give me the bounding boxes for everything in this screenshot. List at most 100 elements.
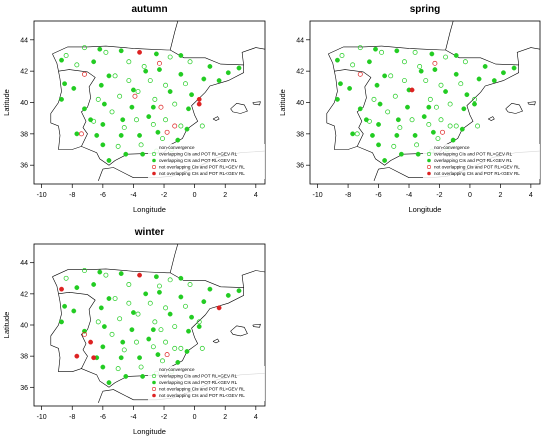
point-overlap_lt xyxy=(472,101,477,107)
point-overlap_gt xyxy=(138,142,144,148)
legend-marker xyxy=(152,373,157,378)
point-overlap_gt xyxy=(388,73,394,79)
point-overlap_lt xyxy=(100,364,106,370)
panel-title: spring xyxy=(410,4,441,15)
point-overlap_gt xyxy=(103,272,109,278)
point-overlap_lt xyxy=(394,48,400,54)
coastline-mallorca xyxy=(505,102,523,114)
point-overlap_lt xyxy=(367,59,372,65)
point-overlap_lt xyxy=(482,64,488,69)
point-overlap_lt xyxy=(175,359,181,365)
data-points xyxy=(59,45,242,163)
point-overlap_gt xyxy=(423,78,429,84)
point-overlap_lt xyxy=(398,151,404,157)
point-overlap_gt xyxy=(95,319,101,325)
x-tick-label: 4 xyxy=(254,414,258,421)
legend-label: not overlapping CIs and POT RL<GEV RL xyxy=(159,171,245,176)
point-overlap_gt xyxy=(150,121,156,127)
point-overlap_lt xyxy=(175,137,181,143)
point-overlap_lt xyxy=(131,310,136,315)
point-overlap_gt xyxy=(183,81,188,87)
point-overlap_lt xyxy=(146,336,152,342)
point-overlap_lt xyxy=(184,126,190,132)
point-overlap_lt xyxy=(412,133,418,138)
point-overlap_gt xyxy=(109,109,115,115)
point-overlap_gt xyxy=(134,117,139,123)
coastline-africa2 xyxy=(373,168,379,182)
point-overlap_lt xyxy=(100,122,106,127)
point-overlap_lt xyxy=(178,53,184,58)
y-tick-label: 38 xyxy=(20,354,28,361)
point-overlap_gt xyxy=(196,319,202,325)
point-overlap_gt xyxy=(103,49,109,55)
point-not_overlap_lt xyxy=(196,96,202,102)
point-overlap_lt xyxy=(100,344,106,350)
point-overlap_gt xyxy=(152,96,158,102)
coastline-border xyxy=(334,69,372,147)
y-tick-label: 42 xyxy=(20,69,28,76)
x-tick-label: 4 xyxy=(254,192,258,199)
point-overlap_gt xyxy=(435,136,441,141)
point-overlap_lt xyxy=(394,133,400,138)
coastline-france2 xyxy=(516,47,540,65)
legend-label: overlapping CIs and POT RL>GEV RL xyxy=(434,152,513,157)
point-not_overlap_gt xyxy=(172,123,178,129)
coastline-mallorca xyxy=(230,325,248,337)
point-overlap_gt xyxy=(135,89,141,94)
point-overlap_gt xyxy=(117,316,123,322)
x-tick-label: -6 xyxy=(375,192,381,199)
point-overlap_lt xyxy=(74,131,80,137)
point-not_overlap_gt xyxy=(156,60,162,66)
point-overlap_lt xyxy=(120,117,126,123)
legend-marker xyxy=(152,380,156,385)
legend-label: overlapping CIs and POT RL<GEV RL xyxy=(434,158,513,163)
point-overlap_gt xyxy=(115,143,121,149)
legend-marker xyxy=(152,152,157,157)
point-overlap_gt xyxy=(82,45,87,51)
y-tick-label: 44 xyxy=(20,37,28,44)
point-overlap_gt xyxy=(126,78,132,84)
point-overlap_lt xyxy=(501,70,506,76)
point-overlap_gt xyxy=(199,123,205,129)
point-overlap_gt xyxy=(391,143,397,149)
point-not_overlap_lt xyxy=(74,353,80,359)
legend: non-convergence overlapping CIs and POT R… xyxy=(148,144,265,179)
point-overlap_gt xyxy=(117,93,123,99)
point-overlap_lt xyxy=(129,327,135,333)
x-tick-label: -2 xyxy=(436,192,442,199)
point-overlap_gt xyxy=(414,142,420,148)
point-overlap_gt xyxy=(109,331,115,337)
point-overlap_lt xyxy=(101,324,107,329)
coastline-ibiza xyxy=(212,116,220,121)
point-overlap_gt xyxy=(426,121,432,127)
point-overlap_lt xyxy=(357,106,363,112)
point-overlap_gt xyxy=(160,358,165,364)
point-overlap_gt xyxy=(187,282,193,287)
point-overlap_gt xyxy=(112,73,118,79)
point-overlap_gt xyxy=(126,59,132,65)
point-overlap_lt xyxy=(106,73,112,79)
point-overlap_gt xyxy=(438,82,444,88)
legend-marker xyxy=(426,152,431,157)
point-overlap_lt xyxy=(216,78,222,83)
point-overlap_gt xyxy=(401,78,407,84)
point-overlap_lt xyxy=(59,57,64,63)
point-overlap_lt xyxy=(106,158,112,163)
legend-label: non-convergence xyxy=(159,367,195,372)
point-overlap_lt xyxy=(157,67,162,72)
point-overlap_lt xyxy=(453,71,459,77)
point-not_overlap_gt xyxy=(82,71,87,77)
coastline-menorca xyxy=(527,101,536,106)
point-not_overlap_lt xyxy=(216,305,222,311)
point-overlap_gt xyxy=(392,93,398,99)
point-overlap_gt xyxy=(183,303,188,309)
point-overlap_lt xyxy=(350,131,356,137)
point-overlap_gt xyxy=(160,136,165,141)
legend-marker xyxy=(152,386,157,391)
point-overlap_lt xyxy=(430,129,436,135)
point-overlap_gt xyxy=(135,311,141,317)
point-overlap_lt xyxy=(118,271,124,276)
point-overlap_lt xyxy=(98,82,104,88)
coastline-france2 xyxy=(241,270,265,288)
point-overlap_gt xyxy=(74,62,80,68)
